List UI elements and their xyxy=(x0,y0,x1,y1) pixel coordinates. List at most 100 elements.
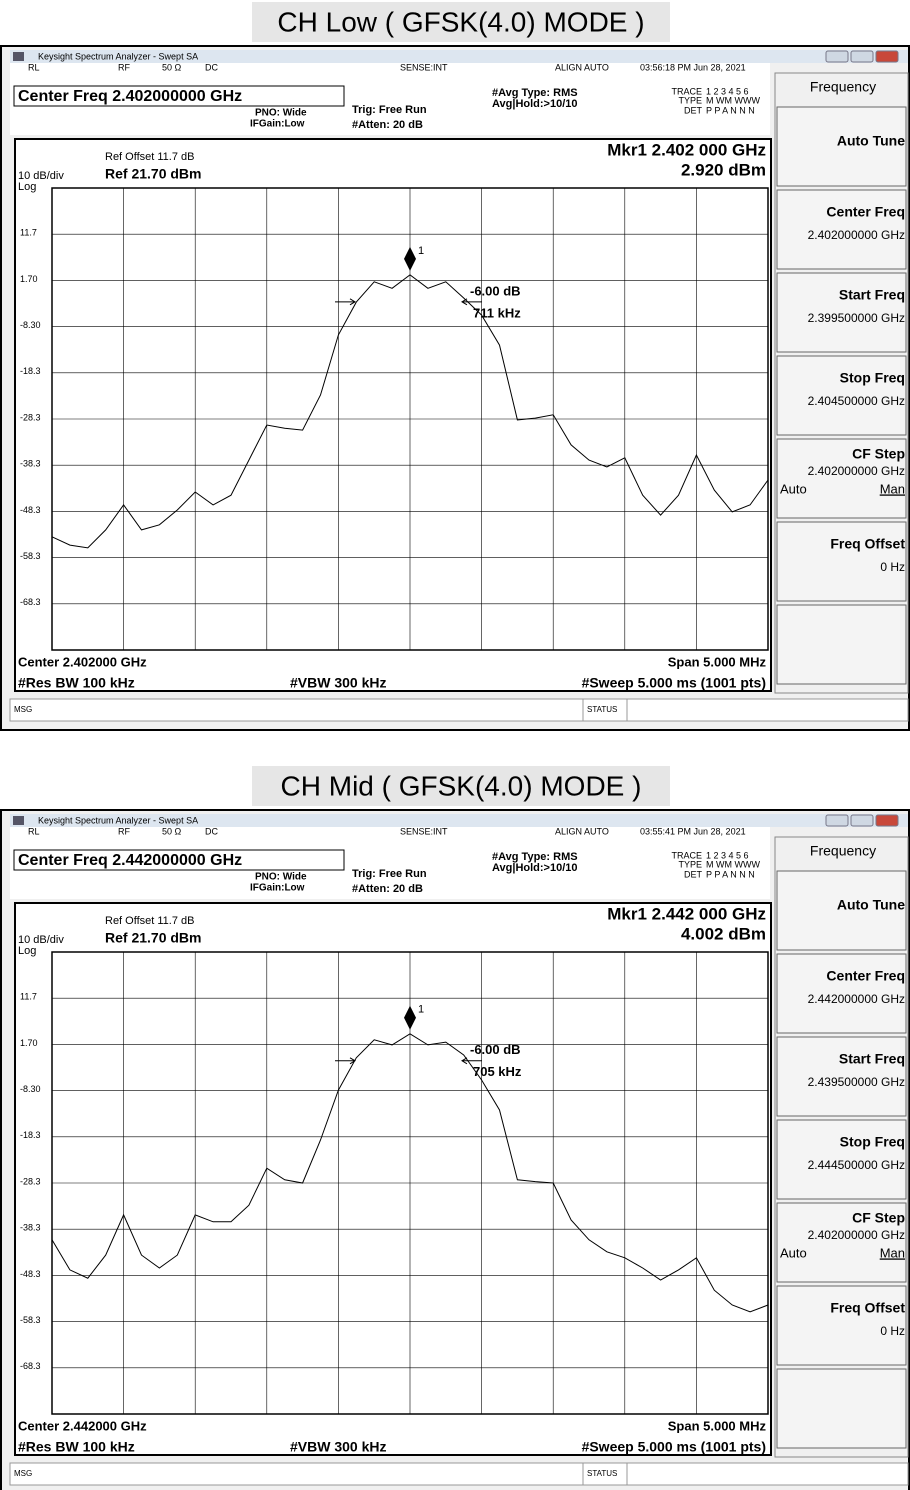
ref-level: Ref 21.70 dBm xyxy=(105,166,201,182)
scale: 10 dB/div xyxy=(18,934,64,946)
menu-label: Start Freq xyxy=(839,287,905,303)
menu-button xyxy=(776,1285,907,1366)
footer-sweep: #Sweep 5.000 ms (1001 pts) xyxy=(582,1439,766,1455)
status-row xyxy=(10,827,770,837)
pno: PNO: Wide xyxy=(255,872,307,883)
menu-value: 2.399500000 GHz xyxy=(808,311,905,325)
y-tick-label: -58.3 xyxy=(20,551,41,561)
menu-button xyxy=(776,355,907,436)
window-titlebar xyxy=(10,814,908,827)
center-freq-box xyxy=(13,85,345,107)
y-tick-label: -8.30 xyxy=(20,320,41,330)
window-titlebar xyxy=(10,50,908,63)
marker-diamond xyxy=(404,1005,416,1030)
menu-button xyxy=(776,438,907,519)
plot-border xyxy=(51,187,769,651)
attenuation: #Atten: 20 dB xyxy=(352,119,423,131)
spectrum-trace xyxy=(51,274,769,549)
app-icon xyxy=(13,52,24,61)
y-tick-label: -28.3 xyxy=(20,412,41,422)
menu-value: 2.439500000 GHz xyxy=(808,1075,905,1089)
marker-freq: Mkr1 2.402 000 GHz xyxy=(607,140,766,159)
status-sense: SENSE:INT xyxy=(400,62,448,72)
display-box xyxy=(14,902,772,1456)
avg-type: #Avg Type: RMS xyxy=(492,851,578,863)
footer-sweep: #Sweep 5.000 ms (1001 pts) xyxy=(582,675,766,691)
menu-value: 2.402000000 GHz xyxy=(808,464,905,478)
menu-button xyxy=(776,1036,907,1117)
menu-value: 0 Hz xyxy=(880,560,905,574)
marker-level: 4.002 dBm xyxy=(681,924,766,943)
bandwidth-label: 705 kHz xyxy=(473,1064,522,1079)
window-button xyxy=(850,814,874,827)
footer-span: Span 5.000 MHz xyxy=(668,1418,767,1433)
trace-label: TRACE xyxy=(671,86,702,96)
menu-auto: Auto xyxy=(780,1245,807,1260)
status-coupling: DC xyxy=(205,62,218,72)
trace-value: 1 2 3 4 5 6 xyxy=(706,850,749,860)
menu-button xyxy=(776,953,907,1034)
footer-span: Span 5.000 MHz xyxy=(668,654,767,669)
marker-freq: Mkr1 2.442 000 GHz xyxy=(607,904,766,923)
status-rl: RL xyxy=(28,62,40,72)
y-tick-label: -58.3 xyxy=(20,1315,41,1325)
pno: PNO: Wide xyxy=(255,108,307,119)
status-time: 03:56:18 PM Jun 28, 2021 xyxy=(640,62,746,72)
det-label: DET xyxy=(684,869,703,879)
status-impedance: 50 Ω xyxy=(162,826,182,836)
window-button xyxy=(825,50,849,63)
status-align: ALIGN AUTO xyxy=(555,826,609,836)
menu-value: 2.402000000 GHz xyxy=(808,228,905,242)
ref-level: Ref 21.70 dBm xyxy=(105,930,201,946)
ndb-label: -6.00 dB xyxy=(470,1042,521,1057)
analyzer-panel: CH Low ( GFSK(4.0) MODE ) Keysight Spectr… xyxy=(0,2,910,731)
ref-offset: Ref Offset 11.7 dB xyxy=(105,915,194,927)
menu-man: Man xyxy=(880,1245,905,1260)
footer-center: Center 2.402000 GHz xyxy=(18,654,147,669)
y-tick-label: -8.30 xyxy=(20,1084,41,1094)
ndb-arrow-right xyxy=(461,1057,482,1065)
status-time: 03:55:41 PM Jun 28, 2021 xyxy=(640,826,746,836)
status-rf: RF xyxy=(118,826,130,836)
y-tick-label: -38.3 xyxy=(20,459,41,469)
trigger: Trig: Free Run xyxy=(352,868,427,880)
det-value: P P A N N N xyxy=(706,105,755,115)
menu-button xyxy=(776,521,907,602)
trace-label: TRACE xyxy=(671,850,702,860)
det-value: P P A N N N xyxy=(706,869,755,879)
y-tick-label: -48.3 xyxy=(20,1269,41,1279)
y-tick-label: -38.3 xyxy=(20,1223,41,1233)
log-label: Log xyxy=(18,181,36,193)
marker-number: 1 xyxy=(418,1004,424,1016)
msg-label: MSG xyxy=(14,1469,32,1478)
menu-label: Auto Tune xyxy=(837,133,905,149)
type-label: TYPE xyxy=(678,95,702,105)
menu-label: CF Step xyxy=(852,1210,905,1226)
window-button xyxy=(825,814,849,827)
y-tick-label: -18.3 xyxy=(20,366,41,376)
ref-offset: Ref Offset 11.7 dB xyxy=(105,151,194,163)
menu-label: Center Freq xyxy=(826,968,905,984)
menu-button xyxy=(776,272,907,353)
center-freq-box xyxy=(13,849,345,871)
app-icon xyxy=(13,816,24,825)
footer-vbw: #VBW 300 kHz xyxy=(290,1439,386,1455)
menu-button xyxy=(776,1202,907,1283)
menu-value: 2.444500000 GHz xyxy=(808,1158,905,1172)
y-tick-label: -28.3 xyxy=(20,1176,41,1186)
trace-value: 1 2 3 4 5 6 xyxy=(706,86,749,96)
ndb-arrow-right xyxy=(461,298,482,306)
analyzer-panel: CH Mid ( GFSK(4.0) MODE ) Keysight Spectr… xyxy=(0,766,910,1490)
window-title: Keysight Spectrum Analyzer - Swept SA xyxy=(38,815,198,825)
window-button xyxy=(875,50,899,63)
window-button xyxy=(875,814,899,827)
message-bar xyxy=(9,1462,909,1486)
y-tick-label: 11.7 xyxy=(20,228,37,238)
y-tick-label: -48.3 xyxy=(20,505,41,515)
window-button xyxy=(850,50,874,63)
log-label: Log xyxy=(18,945,36,957)
menu-value: 0 Hz xyxy=(880,1324,905,1338)
y-tick-label: 1.70 xyxy=(20,274,38,284)
menu-value: 2.402000000 GHz xyxy=(808,1228,905,1242)
